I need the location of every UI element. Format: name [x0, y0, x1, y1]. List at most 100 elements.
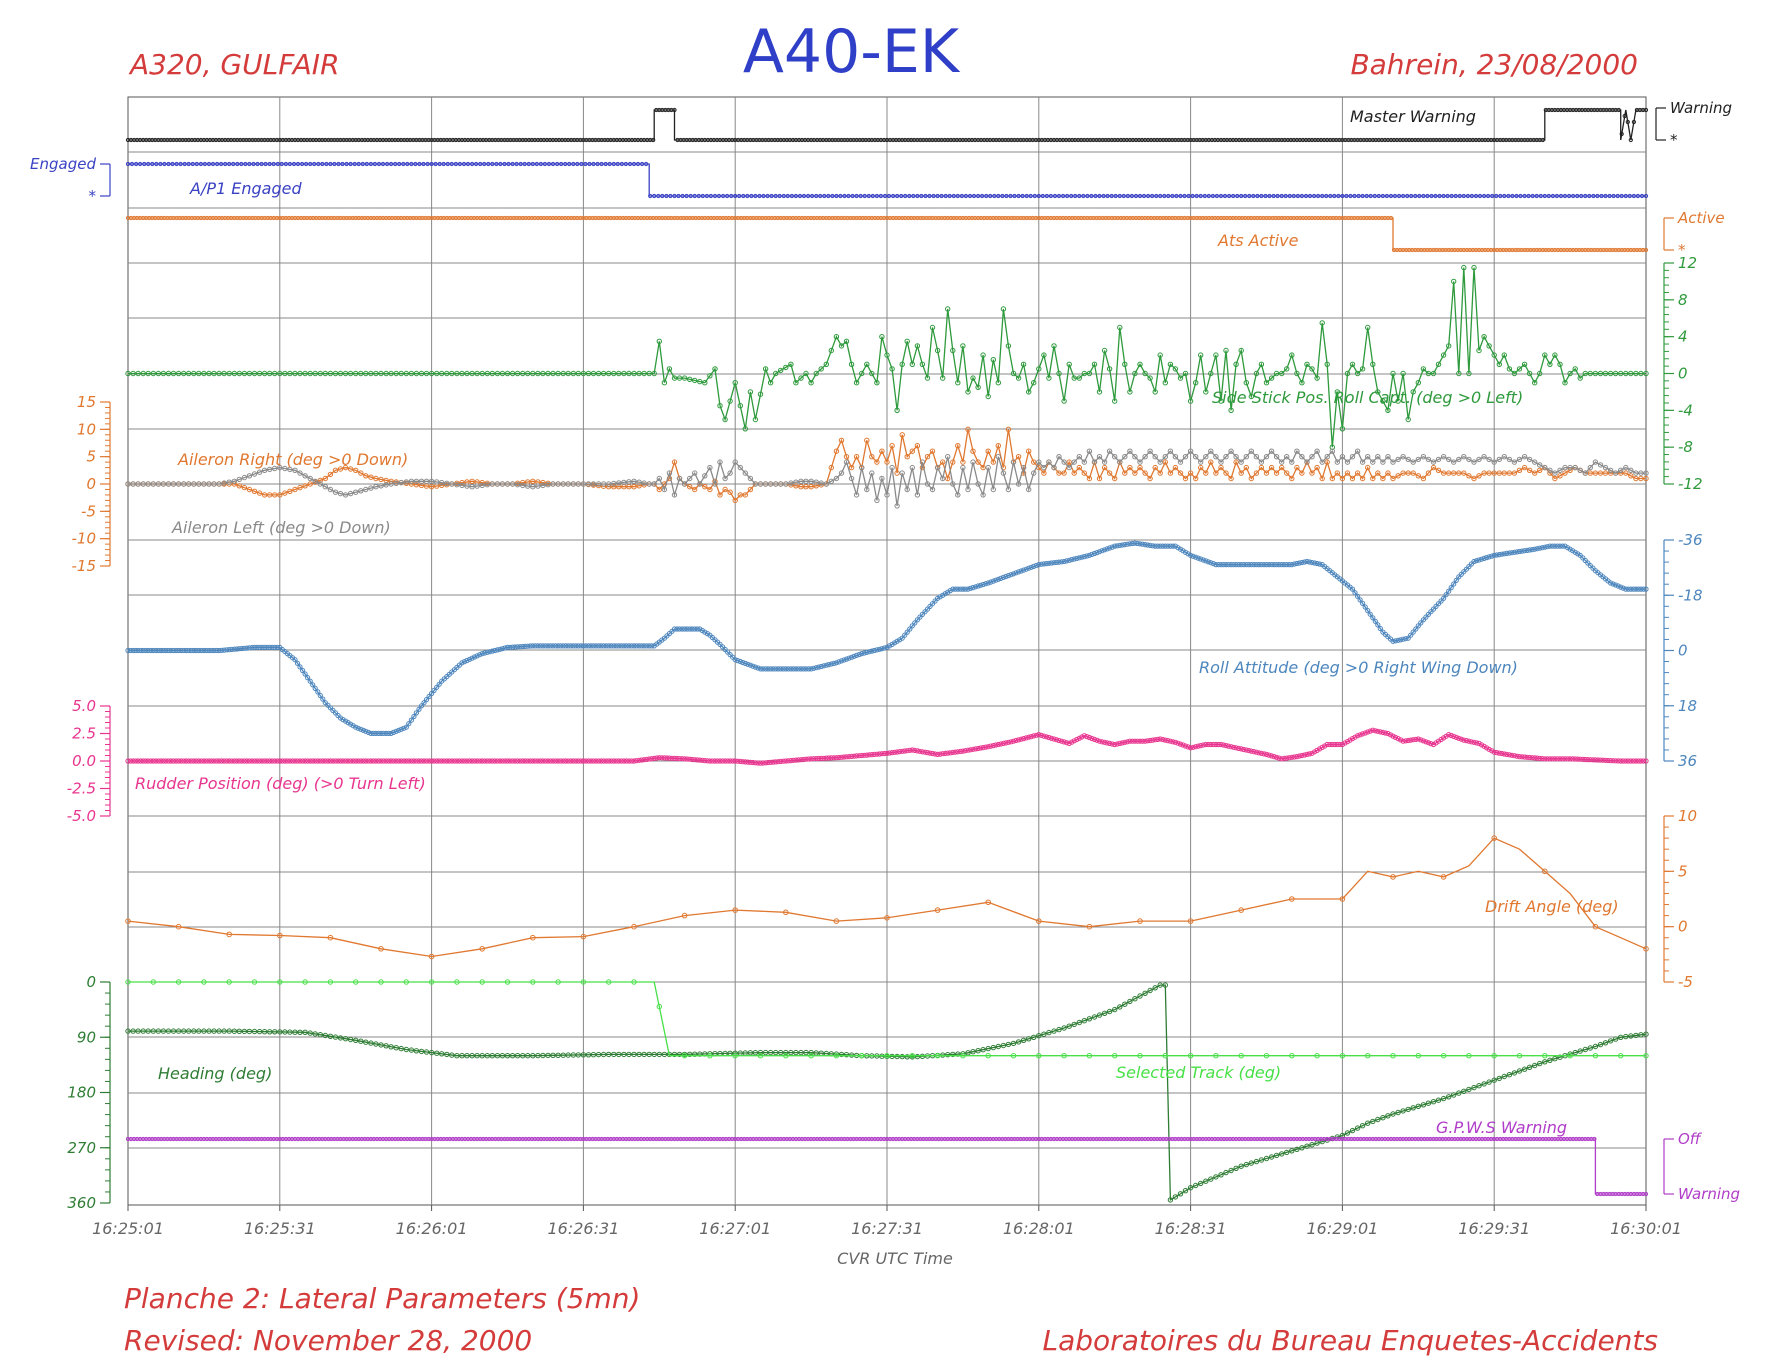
- series-marker: [1312, 193, 1317, 199]
- series-marker: [599, 161, 604, 167]
- series-marker: [456, 758, 462, 764]
- series-marker: [1048, 560, 1055, 566]
- series-marker: [984, 193, 989, 199]
- series-marker: [937, 751, 943, 757]
- series-marker: [322, 475, 328, 482]
- series-marker: [681, 375, 688, 381]
- series-marker: [1167, 448, 1174, 454]
- series-marker: [1222, 193, 1228, 199]
- series-marker: [504, 758, 511, 764]
- series-marker: [606, 643, 612, 649]
- series-marker: [277, 370, 283, 377]
- series-marker: [444, 480, 450, 486]
- series-marker: [939, 193, 944, 199]
- series-marker: [1534, 193, 1539, 199]
- series-marker: [1562, 464, 1568, 471]
- series-marker: [226, 479, 232, 485]
- series-marker: [831, 660, 837, 667]
- series-marker: [618, 758, 625, 764]
- series-marker: [1314, 464, 1320, 471]
- series-marker: [1281, 755, 1287, 762]
- series-marker: [1198, 352, 1204, 358]
- series-marker: [487, 649, 493, 655]
- series-marker: [272, 492, 278, 498]
- series-marker: [735, 658, 741, 664]
- series-marker: [1271, 754, 1277, 760]
- series-marker: [1182, 454, 1189, 460]
- series-marker: [509, 370, 516, 377]
- series-marker: [1516, 467, 1523, 473]
- series-marker: [856, 753, 862, 759]
- series-marker: [598, 758, 604, 764]
- series-marker: [1044, 193, 1050, 199]
- series-marker: [127, 647, 134, 654]
- series-marker: [182, 161, 187, 167]
- series-marker: [568, 758, 574, 764]
- series-marker: [358, 370, 364, 377]
- series-marker: [565, 758, 571, 764]
- series-marker: [914, 748, 921, 754]
- series-marker: [540, 758, 546, 764]
- series-marker: [628, 643, 635, 649]
- series-marker: [676, 193, 681, 199]
- axis-tick-label: 180: [67, 1084, 96, 1102]
- axis-tick-label: 360: [67, 1194, 96, 1212]
- series-marker: [1061, 470, 1067, 476]
- series-marker: [931, 193, 936, 199]
- series-marker: [1099, 739, 1105, 745]
- series-marker: [1587, 370, 1594, 377]
- series-marker: [1456, 456, 1462, 463]
- series-marker: [1625, 586, 1631, 592]
- series-marker: [1643, 107, 1649, 113]
- series-marker: [484, 370, 490, 377]
- series-marker: [1390, 459, 1396, 465]
- series-marker: [704, 758, 711, 764]
- series-marker: [1530, 193, 1535, 199]
- series-marker: [1071, 556, 1077, 562]
- series-marker: [1413, 193, 1418, 199]
- series-marker: [1122, 361, 1128, 367]
- axis-tick-label: 0: [1678, 918, 1688, 936]
- series-marker: [1446, 470, 1452, 476]
- series-marker: [1370, 475, 1376, 482]
- series-marker: [1595, 193, 1600, 199]
- series-marker: [644, 643, 650, 649]
- series-marker: [1024, 193, 1029, 199]
- series-marker: [697, 757, 703, 763]
- series-marker: [1170, 543, 1176, 549]
- series-marker: [1056, 193, 1062, 199]
- series-marker: [793, 479, 799, 485]
- series-marker: [1481, 470, 1487, 476]
- series-marker: [127, 758, 134, 764]
- series-marker: [765, 759, 771, 766]
- series-marker: [1577, 375, 1583, 381]
- series-marker: [1428, 609, 1434, 615]
- series-marker: [666, 755, 673, 761]
- series-marker: [1299, 380, 1305, 386]
- series-marker: [388, 481, 394, 487]
- series-marker: [1441, 193, 1446, 199]
- series-marker: [520, 482, 526, 489]
- series-marker: [1122, 470, 1128, 476]
- series-marker: [973, 584, 979, 590]
- series-marker: [254, 758, 260, 764]
- x-tick-label: 16:29:31: [1458, 1219, 1530, 1238]
- series-marker: [1349, 361, 1356, 367]
- series-marker: [1532, 380, 1538, 386]
- series-marker: [631, 478, 637, 484]
- series-marker: [1202, 193, 1207, 199]
- series-marker: [1122, 542, 1128, 548]
- series-marker: [822, 193, 827, 199]
- series-marker: [497, 758, 503, 764]
- axis-tick-label: 10: [77, 420, 96, 438]
- series-marker: [1129, 540, 1136, 547]
- series-marker: [1405, 193, 1410, 199]
- series-marker: [1355, 733, 1361, 739]
- series-marker: [747, 662, 754, 668]
- series-marker: [619, 161, 625, 167]
- series-marker: [148, 758, 154, 764]
- series-marker: [692, 377, 698, 384]
- series-marker: [254, 644, 260, 651]
- series-marker: [221, 647, 227, 653]
- series-marker: [464, 370, 470, 377]
